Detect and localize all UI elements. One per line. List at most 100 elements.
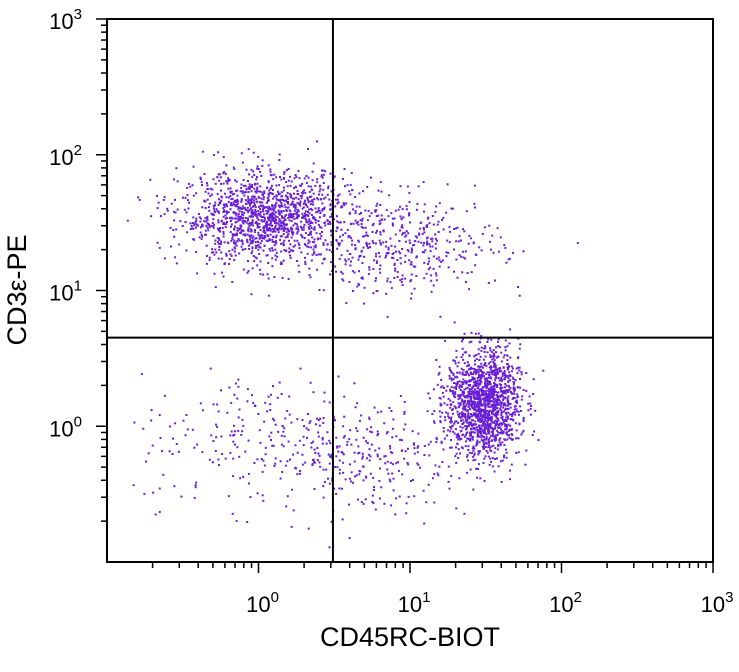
- data-point: [470, 395, 472, 398]
- data-point: [392, 489, 395, 492]
- data-point: [200, 237, 203, 240]
- data-point: [469, 237, 472, 240]
- data-point: [481, 429, 484, 432]
- data-point: [305, 214, 308, 217]
- data-point: [350, 236, 353, 239]
- data-point: [199, 176, 202, 179]
- data-point: [362, 479, 365, 482]
- data-point: [455, 385, 458, 388]
- data-point: [312, 248, 315, 251]
- data-point: [217, 173, 220, 176]
- data-point: [509, 437, 512, 440]
- data-point: [416, 462, 419, 465]
- data-point: [475, 358, 478, 361]
- data-point: [217, 257, 220, 260]
- data-point: [490, 418, 493, 421]
- data-point: [493, 374, 496, 376]
- data-point: [260, 240, 263, 243]
- data-point: [477, 453, 480, 456]
- data-point: [271, 208, 274, 211]
- data-point: [368, 418, 371, 420]
- data-point: [525, 389, 528, 392]
- data-point: [473, 401, 475, 404]
- data-point: [278, 192, 281, 195]
- data-point: [484, 363, 487, 366]
- data-point: [364, 226, 367, 229]
- data-point: [391, 256, 393, 259]
- data-point: [242, 217, 244, 220]
- data-point: [339, 235, 342, 238]
- data-point: [298, 202, 301, 205]
- data-point: [362, 502, 365, 505]
- data-point: [272, 235, 275, 238]
- data-point: [317, 435, 320, 438]
- data-point: [483, 417, 486, 420]
- data-point: [344, 258, 347, 261]
- data-point: [495, 373, 498, 376]
- data-point: [490, 434, 492, 437]
- data-point: [488, 224, 491, 227]
- data-point: [515, 429, 518, 432]
- data-point: [438, 259, 441, 262]
- data-point: [354, 219, 357, 222]
- data-point: [246, 271, 249, 274]
- data-point: [386, 468, 389, 471]
- data-point: [230, 239, 233, 242]
- data-point: [275, 222, 278, 225]
- data-point: [403, 457, 406, 460]
- data-point: [482, 440, 485, 443]
- data-point: [446, 183, 449, 186]
- data-point: [511, 438, 514, 441]
- data-point: [375, 215, 378, 218]
- data-point: [486, 415, 489, 417]
- data-point: [400, 226, 403, 228]
- data-point: [201, 223, 204, 226]
- data-point: [494, 390, 497, 393]
- data-point: [444, 416, 446, 419]
- data-point: [420, 221, 423, 224]
- data-point: [356, 498, 359, 501]
- data-point: [428, 397, 431, 400]
- data-point: [306, 436, 308, 439]
- data-point: [314, 219, 317, 222]
- data-point: [280, 225, 283, 228]
- data-point: [479, 408, 482, 411]
- data-point: [269, 403, 272, 406]
- data-point: [486, 428, 489, 430]
- data-point: [435, 274, 438, 277]
- data-point: [459, 403, 462, 406]
- data-point: [283, 427, 286, 430]
- data-point: [232, 192, 235, 195]
- data-point: [466, 272, 469, 274]
- data-point: [379, 458, 382, 461]
- data-point: [506, 399, 509, 402]
- data-point: [490, 450, 493, 453]
- data-point: [477, 468, 479, 470]
- data-point: [225, 196, 228, 199]
- data-point: [249, 228, 252, 231]
- data-point: [296, 211, 298, 214]
- data-point: [464, 445, 467, 448]
- data-point: [207, 192, 210, 195]
- data-point: [137, 196, 140, 199]
- data-point: [372, 292, 375, 295]
- data-point: [442, 395, 445, 398]
- data-point: [408, 242, 411, 245]
- data-point: [488, 390, 491, 393]
- data-point: [228, 178, 231, 181]
- data-point: [203, 199, 206, 202]
- data-point: [316, 417, 318, 420]
- data-point: [513, 411, 516, 414]
- data-point: [389, 237, 392, 240]
- data-point: [229, 220, 232, 222]
- data-points: [126, 140, 579, 549]
- data-point: [301, 192, 304, 195]
- data-point: [232, 211, 235, 214]
- data-point: [441, 461, 444, 463]
- data-point: [489, 424, 492, 427]
- data-point: [313, 448, 316, 451]
- data-point: [257, 233, 260, 236]
- data-point: [367, 209, 370, 212]
- data-point: [302, 226, 305, 229]
- data-point: [266, 254, 269, 257]
